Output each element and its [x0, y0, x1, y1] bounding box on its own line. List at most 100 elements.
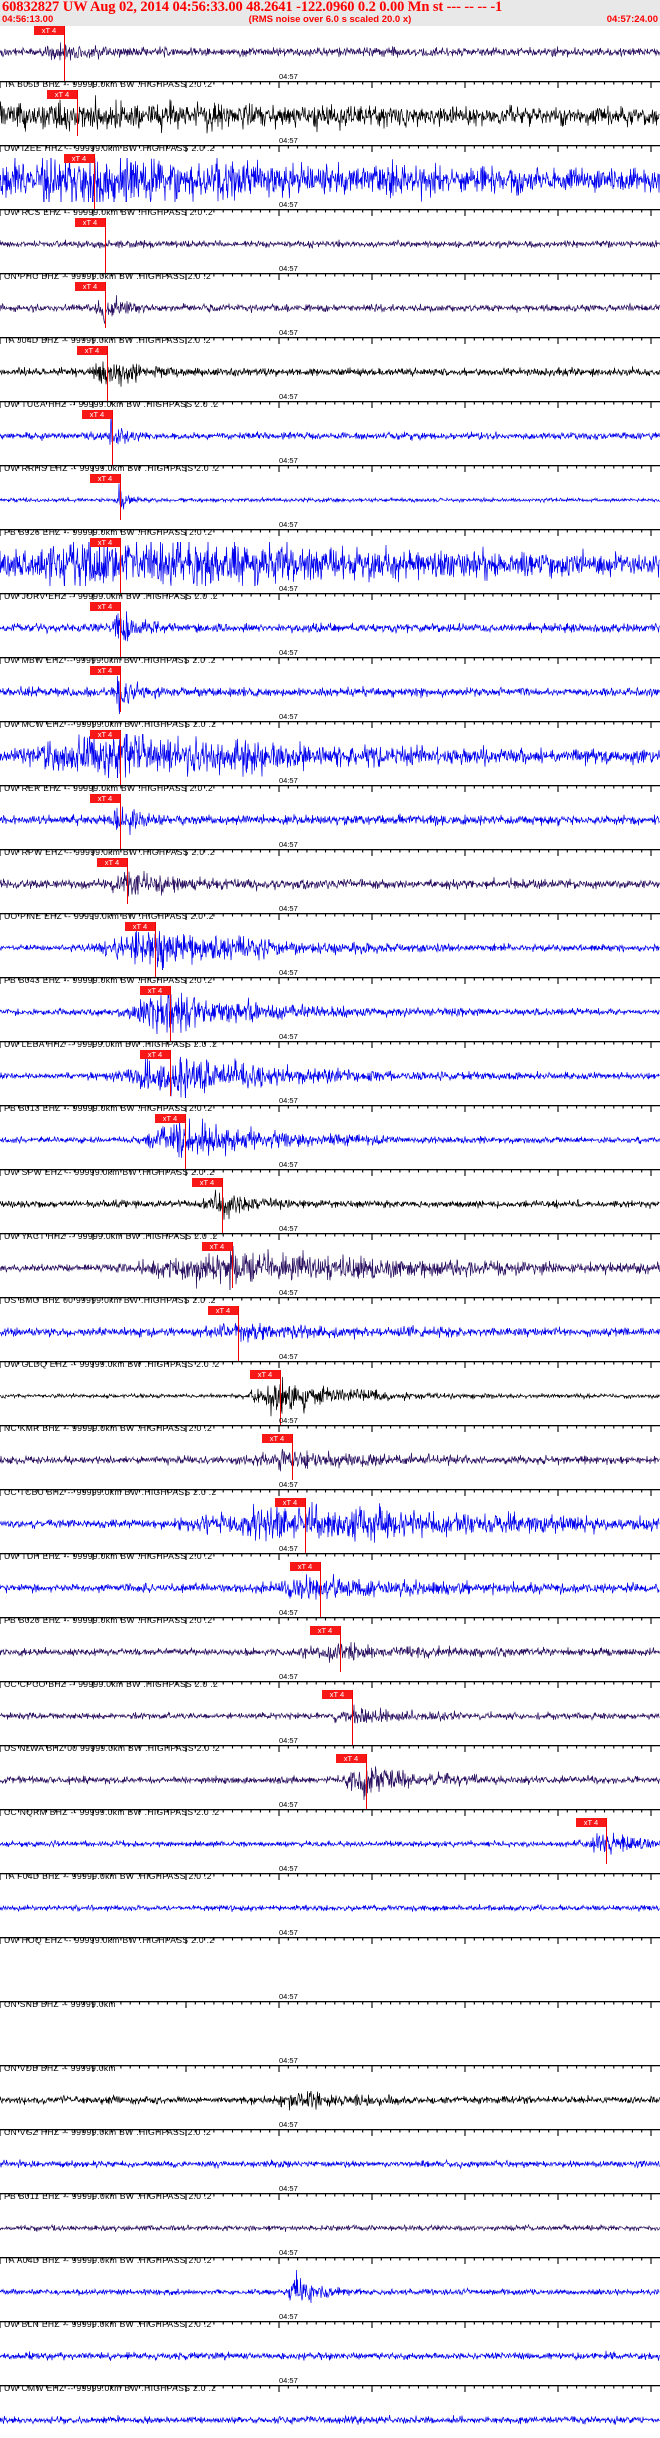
trace-row[interactable]: xT 4 UW MCW EHZ -- 99999.0km BW .HIGHPASS…: [0, 666, 660, 730]
axis-time-label: 04:57: [279, 72, 298, 81]
axis-time-label: 04:57: [279, 1288, 298, 1297]
trace-row[interactable]: UW HTW EHZ -- 99999.0km BW .HIGHPASS 2.0…: [0, 2394, 660, 2438]
trace-row[interactable]: xT 4 UW RRHS EHZ -- 99999.0km BW .HIGHPAS…: [0, 410, 660, 474]
pick-marker-label[interactable]: xT 4: [97, 858, 127, 867]
trace-row[interactable]: CN SNB BHZ -- 99999.0km 04:57: [0, 1946, 660, 2010]
trace-row[interactable]: UW HOQ EHZ -- 99999.0km BW .HIGHPASS 2.0…: [0, 1882, 660, 1946]
pick-marker-label[interactable]: xT 4: [90, 602, 120, 611]
pick-marker-label[interactable]: xT 4: [576, 1818, 606, 1827]
waveform-trace: [0, 1189, 660, 1220]
trace-row[interactable]: xT 4 UO PINE EHZ -- 99999.0km BW .HIGHPAS…: [0, 858, 660, 922]
pick-marker-label[interactable]: xT 4: [202, 1242, 232, 1251]
trace-row[interactable]: xT 4 UW YACT HHZ -- 99999.0km BW .HIGHPAS…: [0, 1178, 660, 1242]
pick-marker-label[interactable]: xT 4: [90, 730, 120, 739]
pick-marker-label[interactable]: xT 4: [47, 90, 77, 99]
trace-row[interactable]: xT 4 UW MBW EHZ -- 99999.0km BW .HIGHPASS…: [0, 602, 660, 666]
waveform-trace: [0, 42, 660, 61]
trace-row[interactable]: xT 4 UW LEBA HHZ -- 99999.0km BW .HIGHPAS…: [0, 986, 660, 1050]
trace-row[interactable]: xT 4 NC KMR BHZ -- 99999.0km BW .HIGHPASS…: [0, 1370, 660, 1434]
station-label: UW CMW EHZ -- 99999.0km BW .HIGHPASS 2.0…: [4, 2383, 217, 2393]
trace-row[interactable]: xT 4 PB B043 EHZ -- 99999.0km BW .HIGHPAS…: [0, 922, 660, 986]
pick-marker-label[interactable]: xT 4: [250, 1370, 280, 1379]
pick-marker-label[interactable]: xT 4: [90, 794, 120, 803]
waveform-trace: [0, 2158, 660, 2170]
pick-marker-label[interactable]: xT 4: [90, 474, 120, 483]
pick-marker-line: [120, 538, 121, 593]
axis-time-label: 04:57: [279, 1864, 298, 1873]
trace-row[interactable]: UW CMW EHZ -- 99999.0km BW .HIGHPASS 2.0…: [0, 2330, 660, 2394]
trace-row[interactable]: xT 4 US NLWA BHZ 00 99999.0km BW .HIGHPAS…: [0, 1690, 660, 1754]
pick-marker-label[interactable]: xT 4: [322, 1690, 352, 1699]
axis-time-label: 04:57: [279, 1480, 298, 1489]
pick-marker-label[interactable]: xT 4: [208, 1306, 238, 1315]
axis-time-label: 04:57: [279, 1800, 298, 1809]
pick-marker-label[interactable]: xT 4: [336, 1754, 366, 1763]
trace-row[interactable]: CN VDB BHZ -- 99999.0km 04:57: [0, 2010, 660, 2074]
trace-row[interactable]: xT 4 PB B013 EHZ -- 99999.0km BW .HIGHPAS…: [0, 1050, 660, 1114]
station-label: PB B013 EHZ -- 99999.0km BW .HIGHPASS 2.…: [4, 1103, 213, 1113]
pick-marker-label[interactable]: xT 4: [262, 1434, 292, 1443]
axis-time-label: 04:57: [279, 776, 298, 785]
pick-marker-label[interactable]: xT 4: [90, 666, 120, 675]
header-subline: 04:56:13.00 (RMS noise over 6.0 s scaled…: [0, 14, 660, 26]
station-label: NC KMR BHZ -- 99999.0km BW .HIGHPASS 2.0…: [4, 1423, 213, 1433]
pick-marker-label[interactable]: xT 4: [275, 1498, 305, 1507]
trace-row[interactable]: xT 4 UW RER EHZ -- 99999.0km BW .HIGHPASS…: [0, 730, 660, 794]
pick-marker-label[interactable]: xT 4: [192, 1178, 222, 1187]
axis-time-label: 04:57: [279, 1928, 298, 1937]
trace-row[interactable]: xT 4 UW TUCA HHZ -- 99999.0km BW .HIGHPAS…: [0, 346, 660, 410]
trace-row[interactable]: xT 4 CC CPCO BHZ -- 99999.0km BW .HIGHPAS…: [0, 1626, 660, 1690]
pick-marker-label[interactable]: xT 4: [82, 410, 112, 419]
pick-marker-label[interactable]: xT 4: [75, 218, 105, 227]
waveform-trace: [0, 95, 660, 134]
trace-row[interactable]: PB B011 EHZ -- 99999.0km BW .HIGHPASS 2.…: [0, 2138, 660, 2202]
station-label: UW HOQ EHZ -- 99999.0km BW .HIGHPASS 2.0…: [4, 1935, 215, 1945]
pick-marker-label[interactable]: xT 4: [140, 1050, 170, 1059]
waveform-trace: [0, 1246, 660, 1290]
axis-time-label: 04:57: [279, 1096, 298, 1105]
pick-marker-label[interactable]: xT 4: [125, 922, 155, 931]
pick-marker-line: [77, 90, 78, 136]
pick-marker-label[interactable]: xT 4: [75, 282, 105, 291]
trace-row[interactable]: xT 4 PB B926 EHZ -- 99999.0km BW .HIGHPAS…: [0, 474, 660, 538]
pick-marker-line: [292, 1434, 293, 1480]
pick-marker-label[interactable]: xT 4: [290, 1562, 320, 1571]
axis-time-label: 04:57: [279, 648, 298, 657]
trace-row[interactable]: xT 4 UW IZEE HHZ -- 99999.0km BW .HIGHPAS…: [0, 90, 660, 154]
trace-row[interactable]: xT 4 CN PHC BHZ -- 99999.0km BW .HIGHPASS…: [0, 218, 660, 282]
pick-marker-label[interactable]: xT 4: [310, 1626, 340, 1635]
trace-row[interactable]: xT 4 CC NQRM BHZ -- 99999.0km BW .HIGHPAS…: [0, 1754, 660, 1818]
axis-time-label: 04:57: [279, 392, 298, 401]
axis-time-label: 04:57: [279, 1544, 298, 1553]
trace-row[interactable]: CN VGZ HHZ -- 99999.0km BW .HIGHPASS 2.0…: [0, 2074, 660, 2138]
trace-row[interactable]: xT 4 PB B020 EHZ -- 99999.0km BW .HIGHPAS…: [0, 1562, 660, 1626]
trace-row[interactable]: TA A04D BHZ -- 99999.0km BW .HIGHPASS 2.…: [0, 2202, 660, 2266]
pick-marker-label[interactable]: xT 4: [34, 26, 64, 35]
pick-marker-label[interactable]: xT 4: [140, 986, 170, 995]
pick-marker-label[interactable]: xT 4: [64, 154, 94, 163]
trace-row[interactable]: xT 4 TA B05D BHZ -- 99999.0km BW .HIGHPAS…: [0, 26, 660, 90]
trace-row[interactable]: xT 4 TA J04D BHZ -- 99999.0km BW .HIGHPAS…: [0, 282, 660, 346]
trace-row[interactable]: UW BLN EHZ -- 99999.0km BW .HIGHPASS 2.0…: [0, 2266, 660, 2330]
trace-row[interactable]: xT 4 US BMO BHZ 00 99999.0km BW .HIGHPASS…: [0, 1242, 660, 1306]
pick-marker-line: [232, 1242, 233, 1288]
waveform-trace: [0, 542, 660, 586]
trace-row[interactable]: xT 4 UW RPW EHZ -- 99999.0km BW .HIGHPASS…: [0, 794, 660, 858]
waveform-trace: [0, 158, 660, 202]
trace-row[interactable]: xT 4 UW JORV EHZ -- 99999.0km BW .HIGHPAS…: [0, 538, 660, 602]
trace-row[interactable]: xT 4 TA F04D BHZ -- 99999.0km BW .HIGHPAS…: [0, 1818, 660, 1882]
pick-marker-label[interactable]: xT 4: [77, 346, 107, 355]
pick-marker-label[interactable]: xT 4: [155, 1114, 185, 1123]
waveform-trace: [0, 992, 660, 1034]
trace-row[interactable]: xT 4 CC TCBU BHZ -- 99999.0km BW .HIGHPAS…: [0, 1434, 660, 1498]
station-label: UW GLDQ EHZ -- 99999.0km BW .HIGHPASS 2.…: [4, 1359, 220, 1369]
trace-row[interactable]: xT 4 UW GLDQ EHZ -- 99999.0km BW .HIGHPAS…: [0, 1306, 660, 1370]
pick-marker-line: [185, 1114, 186, 1169]
trace-row[interactable]: xT 4 UW SPW EHZ -- 99999.0km BW .HIGHPASS…: [0, 1114, 660, 1178]
station-label: UW RPW EHZ -- 99999.0km BW .HIGHPASS 2.0…: [4, 847, 215, 857]
pick-marker-label[interactable]: xT 4: [90, 538, 120, 547]
trace-row[interactable]: xT 4 UW RCS EHZ -- 99999.0km BW .HIGHPASS…: [0, 154, 660, 218]
axis-time-label: 04:57: [279, 1736, 298, 1745]
trace-row[interactable]: xT 4 UW TDH EHZ -- 99999.0km BW .HIGHPASS…: [0, 1498, 660, 1562]
